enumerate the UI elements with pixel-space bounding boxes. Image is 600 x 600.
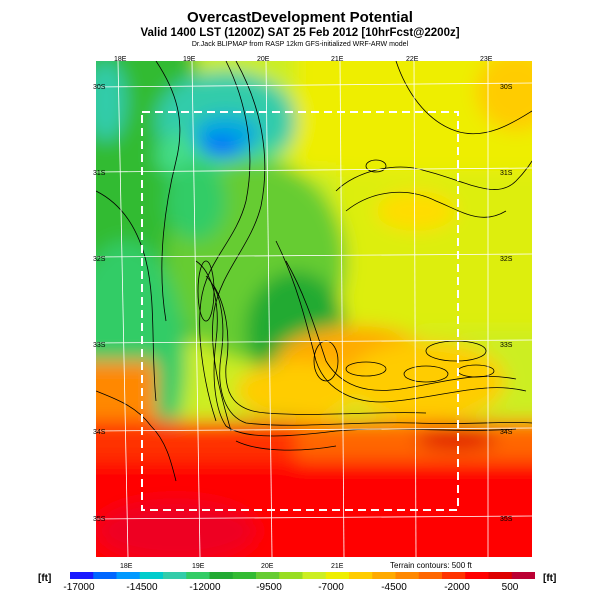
colorbar-swatch	[395, 572, 420, 579]
lat-label-right: 34S	[500, 429, 513, 436]
colorbar-swatch	[511, 572, 535, 579]
colorbar-swatch	[325, 572, 350, 579]
colorbar-swatch	[372, 572, 396, 579]
lat-label-right: 35S	[500, 516, 513, 523]
colorbar-swatch	[93, 572, 117, 579]
colorbar-tick: 500	[501, 582, 519, 593]
lon-label-top: 22E	[406, 56, 419, 63]
colorbar	[70, 572, 535, 579]
lat-label-left: 34S	[93, 429, 106, 436]
lon-label-bottom: 18E	[120, 563, 133, 570]
terrain-contour-note: Terrain contours: 500 ft	[390, 561, 472, 570]
colorbar-swatch	[465, 572, 489, 579]
inner-domain-boundary	[141, 111, 459, 511]
lon-label-top: 19E	[183, 56, 196, 63]
lat-label-left: 32S	[93, 256, 106, 263]
colorbar-swatch	[279, 572, 303, 579]
lat-label-right: 33S	[500, 342, 513, 349]
colorbar-tick: -2000	[444, 582, 470, 593]
lat-label-right: 31S	[500, 170, 513, 177]
map-title: OvercastDevelopment Potential	[187, 9, 413, 26]
colorbar-swatch	[70, 572, 94, 579]
lon-label-top: 21E	[331, 56, 344, 63]
colorbar-tick: -7000	[318, 582, 344, 593]
colorbar-tick: -17000	[63, 582, 95, 593]
color-field	[96, 61, 532, 557]
lon-label-top: 23E	[480, 56, 493, 63]
colorbar-swatch	[116, 572, 141, 579]
colorbar-swatch	[302, 572, 327, 579]
lon-label-bottom: 20E	[261, 563, 274, 570]
lat-label-left: 31S	[93, 170, 106, 177]
lon-label-top: 20E	[257, 56, 270, 63]
colorbar-swatch	[186, 572, 210, 579]
lat-label-right: 30S	[500, 84, 513, 91]
lon-label-top: 18E	[114, 56, 127, 63]
colorbar-swatch	[232, 572, 257, 579]
colorbar-tick: -9500	[256, 582, 282, 593]
lon-label-bottom: 19E	[192, 563, 205, 570]
colorbar-tick: -14500	[126, 582, 158, 593]
colorbar-swatch	[418, 572, 443, 579]
lat-label-left: 35S	[93, 516, 106, 523]
colorbar-swatch	[139, 572, 164, 579]
colorbar-swatch	[163, 572, 187, 579]
colorbar-swatch	[349, 572, 373, 579]
colorbar-unit-left: [ft]	[38, 573, 52, 584]
terrain-contours	[96, 61, 532, 482]
colorbar-tick: -4500	[381, 582, 407, 593]
colorbar-tick: -12000	[189, 582, 221, 593]
lat-label-left: 33S	[93, 342, 106, 349]
colorbar-swatch	[442, 572, 466, 579]
lat-label-right: 32S	[500, 256, 513, 263]
forecast-map[interactable]	[96, 61, 532, 557]
latlon-grid	[96, 61, 532, 557]
colorbar-unit-right: [ft]	[543, 573, 557, 584]
model-credit: Dr.Jack BLIPMAP from RASP 12km GFS-initi…	[191, 41, 409, 48]
colorbar-swatch	[488, 572, 513, 579]
lon-label-bottom: 21E	[331, 563, 344, 570]
lat-label-left: 30S	[93, 84, 106, 91]
valid-time-subtitle: Valid 1400 LST (1200Z) SAT 25 Feb 2012 […	[140, 27, 460, 39]
colorbar-swatch	[209, 572, 234, 579]
colorbar-swatch	[256, 572, 280, 579]
